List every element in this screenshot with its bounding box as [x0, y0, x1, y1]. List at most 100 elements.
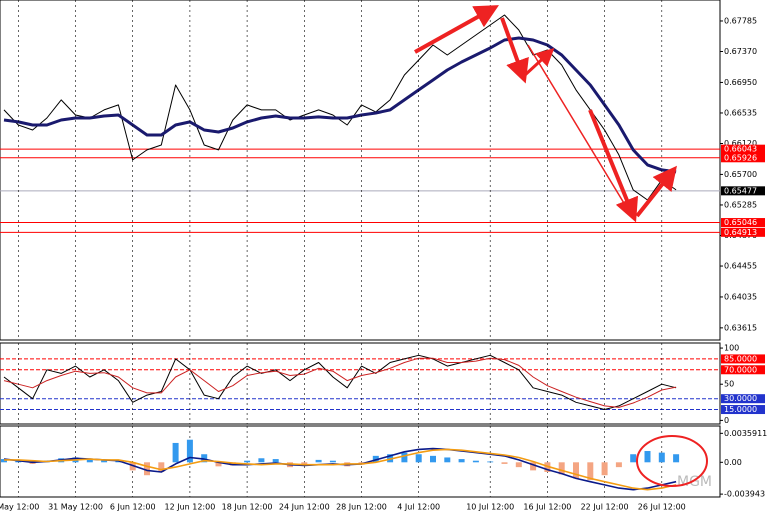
x-tick-label: 26 Jul 12:00: [638, 503, 686, 512]
arrow: [414, 5, 499, 54]
x-tick-label: 31 May 12:00: [48, 503, 103, 512]
x-tick-label: 6 Jun 12:00: [110, 503, 156, 512]
histogram-bar: [101, 459, 108, 463]
histogram-bar: [186, 439, 193, 463]
y-tick-label: 0.67785: [724, 16, 757, 25]
level-label-box: [721, 186, 765, 196]
level-label: 85.0000: [724, 354, 757, 363]
highlight-circle: [636, 435, 708, 487]
arrow: [588, 109, 639, 223]
histogram-bar: [530, 462, 537, 471]
y-tick-label: 0.00: [724, 458, 742, 467]
histogram-bar: [501, 462, 508, 464]
histogram-bar: [315, 459, 322, 463]
x-tick-label: 22 Jul 12:00: [581, 503, 629, 512]
series-line: [3, 357, 677, 408]
oscillator-panel: [0, 342, 721, 425]
y-tick-label: 0.63615: [724, 323, 757, 332]
x-tick-label: 10 Jul 12:00: [466, 503, 514, 512]
level-label: 30.0000: [724, 394, 757, 403]
y-tick-label: 0.66535: [724, 108, 757, 117]
histogram-bar: [587, 462, 594, 481]
histogram-bar: [558, 462, 565, 475]
level-label: 0.65926: [724, 153, 757, 162]
x-tick-label: 12 Jun 12:00: [164, 503, 215, 512]
level-label-box: [721, 354, 765, 364]
x-tick-label: 28 Jun 12:00: [336, 503, 387, 512]
level-label: 0.65046: [724, 218, 757, 227]
y-tick-label: 0.66950: [724, 78, 757, 87]
y-tick-label: 0.64035: [724, 292, 757, 301]
histogram-bar: [258, 458, 265, 463]
histogram-bar: [601, 462, 608, 476]
level-label: 0.64913: [724, 228, 757, 237]
histogram-bar: [272, 459, 279, 463]
annotation-arrows: [414, 5, 708, 487]
y-tick-label: 0.67370: [724, 47, 757, 56]
histogram-bar: [430, 455, 436, 463]
histogram-bar: [244, 460, 251, 463]
arrow: [527, 44, 634, 219]
arrow: [635, 165, 677, 218]
x-tick-label: May 12:00: [0, 503, 39, 512]
histogram-bar: [401, 452, 408, 463]
histogram-bar: [544, 462, 551, 472]
y-tick-label: 100: [724, 344, 739, 353]
y-tick-label: 0.65285: [724, 200, 757, 209]
level-label-box: [721, 227, 765, 237]
level-label: 0.66043: [724, 145, 757, 154]
arrow: [523, 47, 555, 77]
x-tick-label: 18 Jun 12:00: [222, 503, 273, 512]
y-tick-label: 0.65700: [724, 170, 757, 179]
series-line: [3, 354, 677, 410]
y-tick-label: 0: [724, 416, 729, 425]
histogram-bar: [158, 462, 165, 472]
price-panel: [0, 0, 721, 341]
level-label: 15.0000: [724, 405, 757, 414]
histogram-bar: [658, 452, 665, 463]
watermark: MGM: [677, 474, 712, 490]
arrow: [500, 17, 529, 84]
histogram-bar: [172, 442, 179, 463]
x-tick-label: 4 Jul 12:00: [397, 503, 440, 512]
histogram-bar: [86, 459, 93, 463]
histogram-bar: [573, 462, 579, 479]
histogram-bar: [329, 460, 336, 463]
y-tick-label: 0.0035911: [724, 429, 767, 438]
series-line: [4, 448, 677, 491]
histogram-bar: [215, 462, 222, 467]
series-line: [3, 14, 677, 201]
x-tick-label: 24 Jun 12:00: [279, 503, 330, 512]
y-tick-label: 0.64455: [724, 262, 757, 271]
x-tick-label: 16 Jul 12:00: [523, 503, 571, 512]
level-label-box: [721, 405, 765, 415]
y-tick-label: 0.66120: [724, 139, 757, 148]
series-line: [3, 36, 677, 174]
level-label-box: [721, 144, 765, 154]
histogram-bar: [644, 451, 651, 463]
histogram-bar: [458, 459, 465, 463]
level-label-box: [721, 365, 765, 375]
level-label: 70.0000: [724, 365, 757, 374]
histogram-bar: [630, 454, 637, 463]
histogram-bar: [29, 462, 36, 464]
y-tick-label: 50: [724, 380, 734, 389]
level-label-box: [721, 218, 765, 228]
level-label: 0.65477: [724, 186, 757, 195]
histogram-bar: [387, 454, 394, 463]
histogram-bar: [201, 454, 208, 463]
histogram-bar: [515, 462, 522, 468]
histogram-bar: [415, 454, 422, 463]
histogram-bar: [673, 454, 680, 463]
level-label-box: [721, 153, 765, 163]
histogram-bar: [615, 462, 622, 468]
histogram-bar: [472, 460, 479, 463]
histogram-bar: [487, 461, 494, 463]
level-label-box: [721, 394, 765, 404]
histogram-bar: [444, 457, 451, 463]
macd-panel: [0, 425, 721, 498]
y-tick-label: -0.003943: [724, 490, 765, 499]
